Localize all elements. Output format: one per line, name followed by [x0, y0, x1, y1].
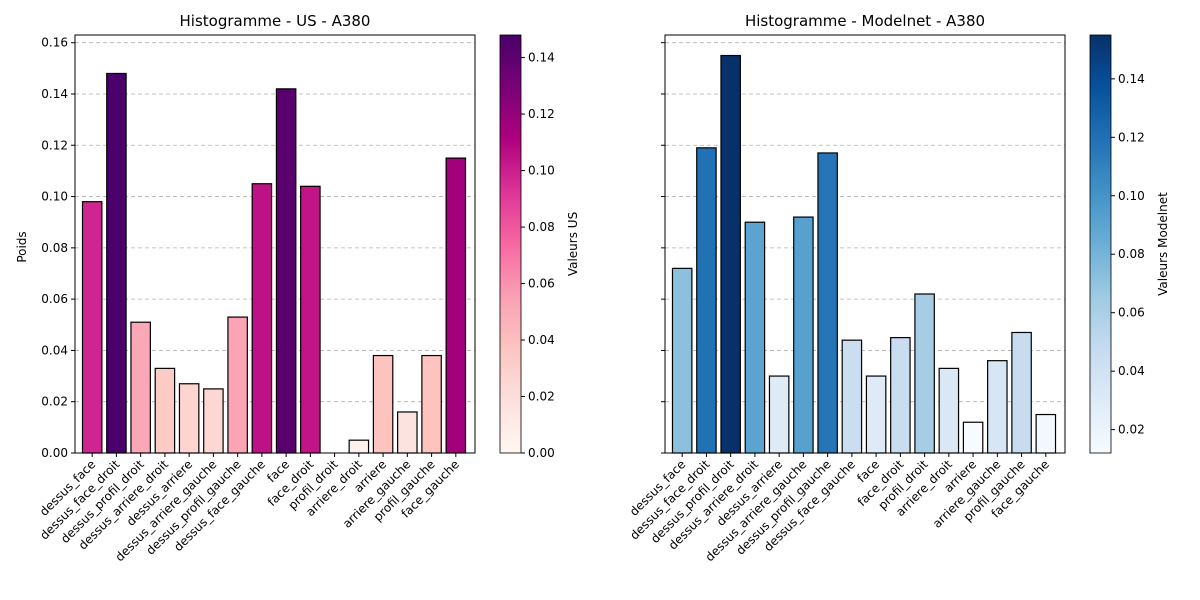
- chart-modelnet-colorbar-label: Valeurs Modelnet: [1156, 192, 1170, 296]
- chart-modelnet-xticks: dessus_facedessus_face_droitdessus_profi…: [627, 453, 1052, 564]
- chart-modelnet-yticks: [661, 42, 665, 454]
- bar-profil-droit: [914, 293, 935, 454]
- colorbar-tick-label: 0.12: [528, 107, 555, 121]
- y-tick-label: 0.12: [41, 138, 68, 152]
- chart-modelnet-bars: [671, 54, 1057, 454]
- bar-profil-gauche: [421, 354, 442, 454]
- bar-face: [275, 88, 297, 454]
- bar-face-droit: [300, 185, 321, 454]
- bar-face-gauche: [1035, 413, 1057, 454]
- bar-dessus-arriere-droit: [744, 221, 766, 454]
- bar-face-droit: [890, 337, 911, 454]
- colorbar-tick-label: 0.10: [528, 164, 555, 178]
- bar-face: [865, 375, 887, 454]
- y-tick-label: 0.08: [41, 241, 68, 255]
- colorbar-tick-label: 0.06: [1118, 306, 1145, 320]
- bar-arriere-droit: [348, 439, 370, 454]
- bar-profil-gauche: [1011, 331, 1032, 454]
- bar-dessus-profil-droit: [130, 321, 151, 454]
- bar-dessus-face: [81, 201, 103, 454]
- y-tick-label: 0.06: [41, 292, 68, 306]
- colorbar-tick-label: 0.04: [1118, 364, 1145, 378]
- bar-arriere-gauche: [987, 360, 1008, 454]
- bar-dessus-face-gauche: [251, 183, 273, 454]
- y-tick-label: 0.02: [41, 395, 68, 409]
- bar-arriere: [372, 354, 394, 454]
- bar-dessus-face-gauche: [841, 339, 863, 454]
- bar-dessus-arriere-gauche: [203, 388, 224, 454]
- bar-dessus-arriere: [178, 383, 200, 454]
- colorbar-tick-label: 0.08: [528, 220, 555, 234]
- colorbar-tick-label: 0.02: [528, 390, 555, 404]
- colorbar-tick-label: 0.10: [1118, 189, 1145, 203]
- colorbar-tick-label: 0.12: [1118, 130, 1145, 144]
- colorbar-tick-label: 0.08: [1118, 247, 1145, 261]
- colorbar-tick-label: 0.00: [528, 446, 555, 460]
- chart-us-yticks: 0.00 0.02 0.04 0.06 0.08 0.10 0.12 0.14 0.16: [41, 36, 75, 460]
- chart-us-ylabel: Poids: [15, 231, 29, 262]
- chart-us-bars: [81, 72, 467, 454]
- bar-dessus-profil-gauche: [227, 316, 248, 454]
- chart-us-colorbar-ticks: 0.00 0.02 0.04 0.06 0.08 0.10 0.12 0.14: [521, 51, 555, 460]
- chart-us-colorbar-label: Valeurs US: [566, 212, 580, 276]
- chart-modelnet-colorbar-ticks: 0.02 0.04 0.06 0.08 0.10 0.12 0.14: [1111, 72, 1145, 437]
- y-tick-label: 0.00: [41, 446, 68, 460]
- chart-us-plot-frame: [74, 34, 476, 454]
- bar-dessus-arriere-gauche: [793, 216, 814, 454]
- bar-dessus-arriere: [768, 375, 790, 454]
- bar-dessus-profil-gauche: [817, 152, 838, 454]
- bar-arriere: [962, 421, 984, 454]
- bar-arriere-gauche: [397, 411, 418, 454]
- chart-modelnet: Histogramme - Modelnet - A380 dessus_fac…: [627, 12, 1170, 564]
- bar-arriere-droit: [938, 367, 960, 454]
- y-tick-label: 0.04: [41, 343, 68, 357]
- bar-dessus-arriere-droit: [154, 367, 176, 454]
- chart-modelnet-title: Histogramme - Modelnet - A380: [745, 12, 985, 30]
- bar-face-gauche: [445, 157, 467, 454]
- colorbar-tick-label: 0.14: [1118, 72, 1145, 86]
- colorbar-tick-label: 0.02: [1118, 423, 1145, 437]
- bar-dessus-face: [671, 267, 693, 454]
- bar-dessus-face-droit: [696, 147, 717, 454]
- colorbar-tick-label: 0.06: [528, 277, 555, 291]
- chart-modelnet-colorbar: [1089, 34, 1112, 454]
- chart-us-xticks: dessus_facedessus_face_droitdessus_profi…: [37, 453, 462, 564]
- chart-us-colorbar: [499, 34, 522, 454]
- bar-dessus-face-droit: [106, 72, 127, 454]
- colorbar-tick-label: 0.04: [528, 333, 555, 347]
- chart-us-title: Histogramme - US - A380: [180, 12, 371, 30]
- colorbar-tick-label: 0.14: [528, 51, 555, 65]
- y-tick-label: 0.14: [41, 87, 68, 101]
- y-tick-label: 0.10: [41, 190, 68, 204]
- y-tick-label: 0.16: [41, 36, 68, 50]
- bar-dessus-profil-droit: [720, 54, 741, 454]
- chart-modelnet-plot-frame: [664, 34, 1066, 454]
- chart-us: Histogramme - US - A380 Poids 0.000.020.…: [15, 12, 580, 564]
